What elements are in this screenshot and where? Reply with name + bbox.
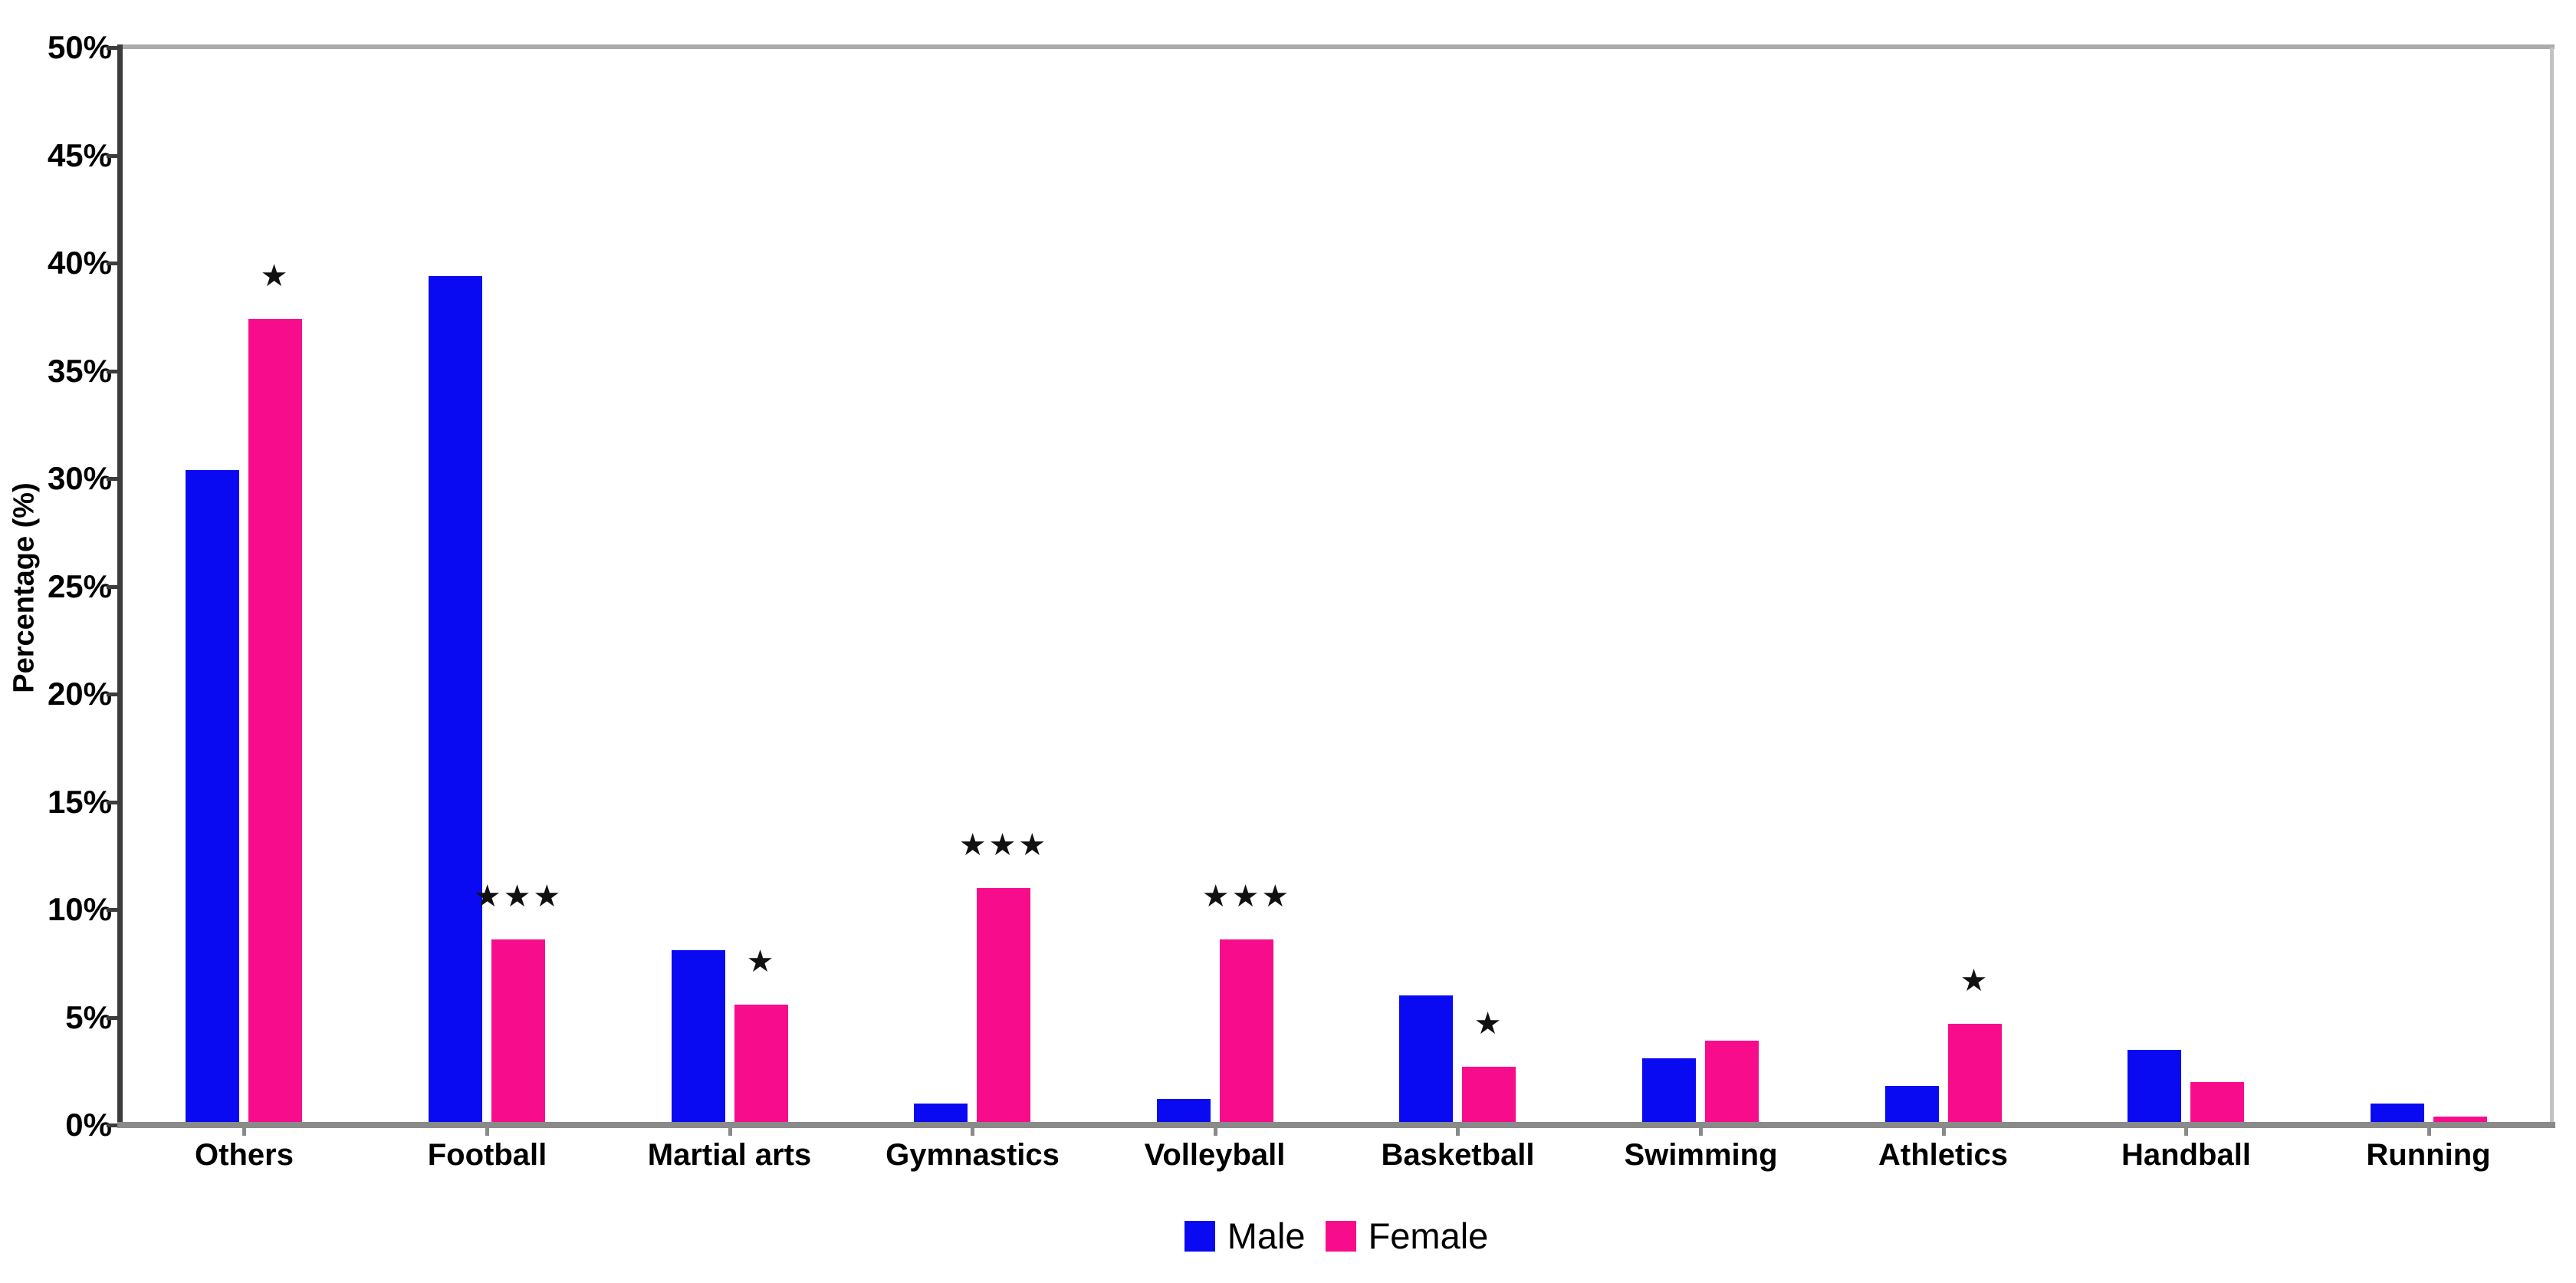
y-tick-label: 30% — [47, 460, 112, 496]
y-tick-mark — [107, 908, 117, 912]
significance-marker: ★★★ — [473, 879, 564, 914]
y-tick-label: 15% — [47, 783, 112, 820]
y-tick-mark — [107, 1123, 117, 1127]
x-tick-mark — [2427, 1125, 2431, 1136]
male-bar — [186, 470, 239, 1127]
y-tick-label: 10% — [47, 891, 112, 927]
male-bar — [672, 950, 725, 1127]
female-bar — [491, 939, 545, 1127]
x-tick-mark — [242, 1125, 246, 1136]
significance-marker: ★ — [746, 944, 777, 979]
category-label: Swimming — [1624, 1138, 1778, 1172]
category-label: Others — [195, 1138, 294, 1172]
category-label: Football — [427, 1138, 547, 1172]
y-tick-mark — [107, 692, 117, 696]
significance-marker: ★ — [260, 258, 291, 294]
female-bar — [2190, 1082, 2244, 1127]
female-color-swatch — [1325, 1220, 1356, 1252]
category-label: Volleyball — [1144, 1138, 1286, 1172]
y-tick-label: 20% — [47, 676, 112, 712]
female-bar — [734, 1005, 788, 1127]
male-color-swatch — [1184, 1220, 1215, 1252]
female-bar — [248, 319, 302, 1127]
y-tick-mark — [107, 369, 117, 373]
x-tick-mark — [971, 1125, 974, 1136]
x-tick-mark — [2184, 1125, 2188, 1136]
male-bar — [1885, 1086, 1939, 1127]
legend-label-female: Female — [1368, 1216, 1489, 1256]
female-bar — [1462, 1067, 1516, 1127]
x-tick-mark — [1214, 1125, 1217, 1136]
legend-item-male: Male — [1184, 1218, 1306, 1254]
significance-marker: ★★★ — [958, 827, 1049, 863]
female-bar — [1705, 1041, 1759, 1127]
y-tick-mark — [107, 46, 117, 50]
y-axis-spine — [117, 44, 123, 1128]
x-tick-mark — [1456, 1125, 1460, 1136]
legend-label-male: Male — [1227, 1216, 1306, 1256]
y-tick-mark — [107, 800, 117, 804]
female-bar — [1220, 939, 1273, 1127]
female-bar — [977, 888, 1030, 1127]
significance-marker: ★ — [1960, 963, 1990, 998]
male-bar — [429, 276, 482, 1127]
legend: Male Female — [123, 1218, 2550, 1254]
category-label: Athletics — [1878, 1138, 2008, 1172]
y-tick-mark — [107, 1015, 117, 1020]
category-label: Basketball — [1381, 1138, 1535, 1172]
y-tick-label: 50% — [47, 29, 112, 65]
x-tick-mark — [485, 1125, 489, 1136]
x-axis-line — [117, 1122, 2555, 1128]
y-tick-label: 5% — [65, 998, 112, 1035]
significance-marker: ★★★ — [1201, 879, 1292, 914]
category-label: Handball — [2121, 1138, 2251, 1172]
category-label: Gymnastics — [886, 1138, 1060, 1172]
female-bar — [1948, 1024, 2002, 1127]
male-bar — [1642, 1058, 1696, 1127]
y-tick-mark — [107, 477, 117, 481]
y-tick-label: 40% — [47, 245, 112, 281]
significance-marker: ★ — [1474, 1006, 1504, 1041]
male-bar — [2128, 1050, 2181, 1127]
y-tick-mark — [107, 262, 117, 265]
legend-item-female: Female — [1325, 1216, 1489, 1256]
category-label: Running — [2366, 1138, 2491, 1172]
y-tick-label: 25% — [47, 567, 112, 604]
plot-border-top — [118, 44, 2555, 49]
x-tick-mark — [1942, 1125, 1946, 1136]
x-tick-mark — [728, 1125, 732, 1136]
y-tick-label: 35% — [47, 352, 112, 389]
y-tick-label: 45% — [47, 137, 112, 173]
category-label: Martial arts — [647, 1138, 812, 1172]
male-bar — [1399, 995, 1453, 1127]
y-tick-mark — [107, 584, 117, 589]
y-tick-label: 0% — [65, 1107, 112, 1143]
x-tick-mark — [1699, 1125, 1703, 1136]
plot-border-right — [2550, 48, 2554, 1125]
y-tick-mark — [107, 153, 117, 158]
